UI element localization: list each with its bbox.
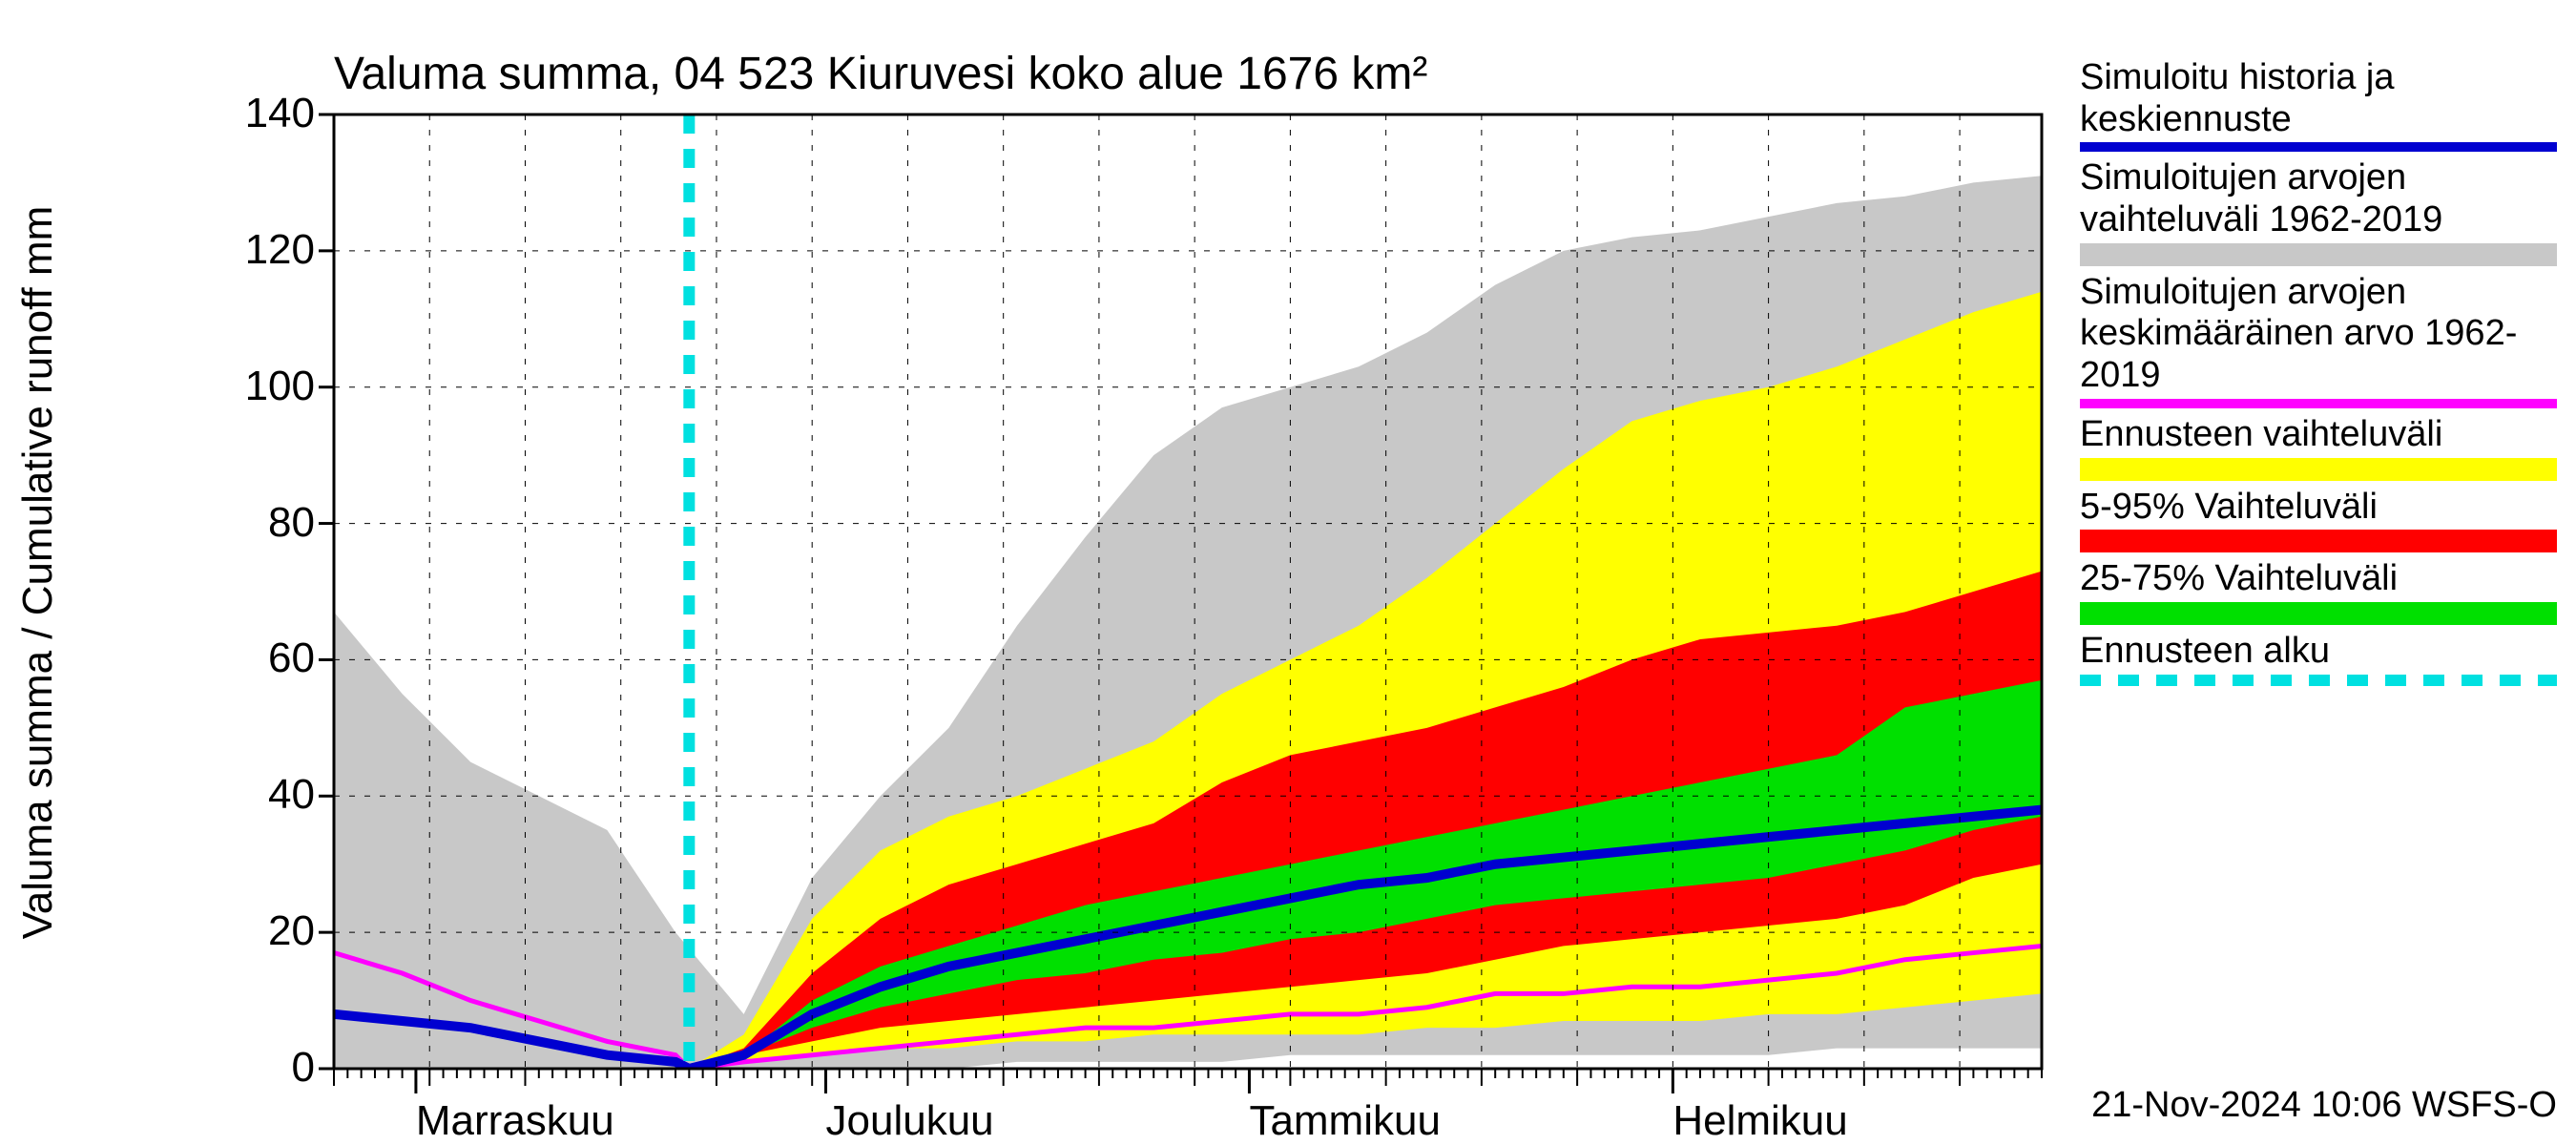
legend-text: 5-95% Vaihteluväli [2080,487,2557,529]
legend: Simuloitu historia ja keskiennuste Simulo… [2080,57,2557,692]
legend-swatch [2080,399,2557,408]
legend-entry: Ennusteen alku [2080,631,2557,686]
legend-text: 25-75% Vaihteluväli [2080,558,2557,600]
legend-entry: Simuloitu historia ja keskiennuste [2080,57,2557,152]
chart-container: Valuma summa, 04 523 Kiuruvesi koko alue… [0,0,2576,1145]
legend-entry: Ennusteen vaihteluväli [2080,414,2557,481]
legend-swatch [2080,458,2557,481]
legend-swatch [2080,243,2557,266]
legend-entry: Simuloitujen arvojen vaihteluväli 1962-2… [2080,157,2557,265]
legend-text: Ennusteen vaihteluväli [2080,414,2557,456]
legend-entry: 25-75% Vaihteluväli [2080,558,2557,625]
legend-entry: 5-95% Vaihteluväli [2080,487,2557,553]
legend-text: Ennusteen alku [2080,631,2557,673]
legend-entry: Simuloitujen arvojen keskimääräinen arvo… [2080,272,2557,408]
legend-text: Simuloitu historia ja keskiennuste [2080,57,2557,140]
legend-swatch [2080,675,2557,686]
legend-swatch [2080,602,2557,625]
timestamp-label: 21-Nov-2024 10:06 WSFS-O [2091,1085,2557,1126]
legend-text: Simuloitujen arvojen vaihteluväli 1962-2… [2080,157,2557,240]
legend-swatch [2080,142,2557,152]
legend-text: Simuloitujen arvojen keskimääräinen arvo… [2080,272,2557,397]
legend-swatch [2080,530,2557,552]
